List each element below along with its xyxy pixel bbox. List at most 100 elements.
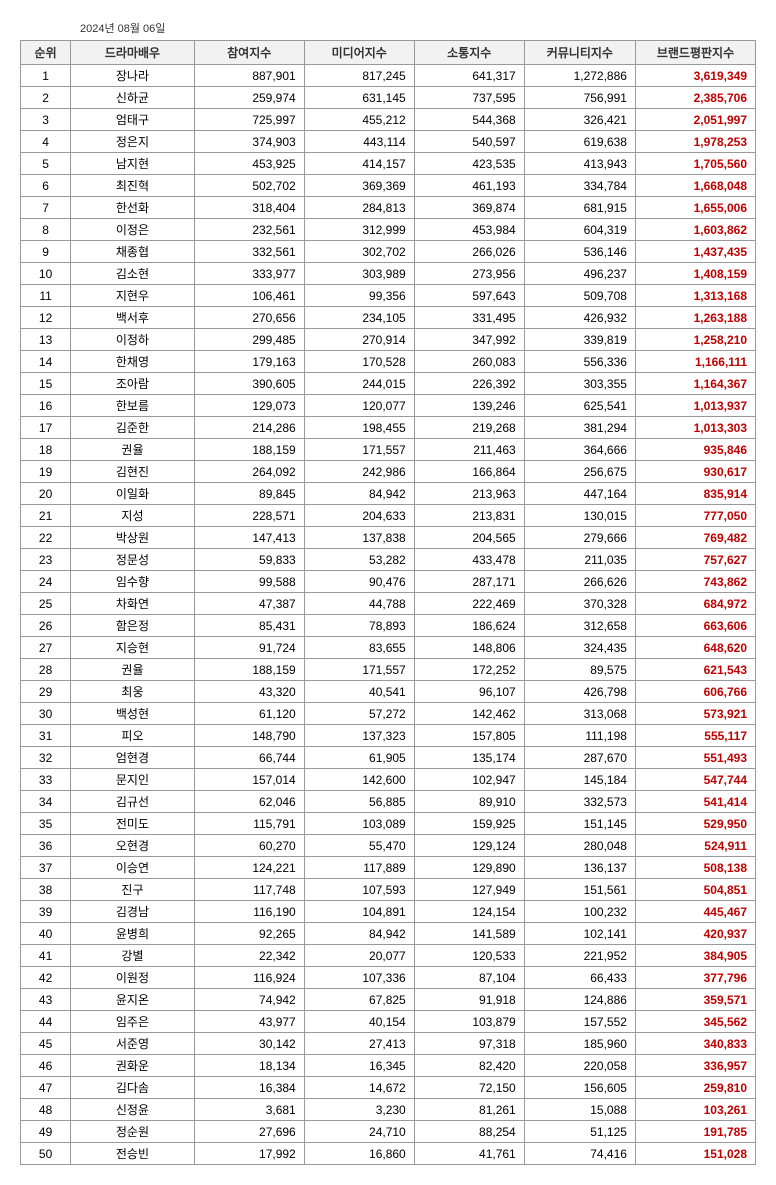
cell-comm: 213,963: [414, 483, 524, 505]
table-row: 7한선화318,404284,813369,874681,9151,655,00…: [21, 197, 756, 219]
cell-name: 김소현: [71, 263, 195, 285]
table-row: 8이정은232,561312,999453,984604,3191,603,86…: [21, 219, 756, 241]
table-row: 34김규선62,04656,88589,910332,573541,414: [21, 791, 756, 813]
cell-brand: 1,258,210: [635, 329, 755, 351]
cell-community: 1,272,886: [524, 65, 635, 87]
cell-participation: 89,845: [194, 483, 304, 505]
cell-name: 윤지온: [71, 989, 195, 1011]
cell-name: 오현경: [71, 835, 195, 857]
cell-media: 104,891: [304, 901, 414, 923]
cell-media: 369,369: [304, 175, 414, 197]
table-row: 45서준영30,14227,41397,318185,960340,833: [21, 1033, 756, 1055]
cell-participation: 179,163: [194, 351, 304, 373]
cell-community: 256,675: [524, 461, 635, 483]
cell-brand: 2,051,997: [635, 109, 755, 131]
cell-name: 조아람: [71, 373, 195, 395]
cell-rank: 13: [21, 329, 71, 351]
cell-brand: 259,810: [635, 1077, 755, 1099]
cell-rank: 5: [21, 153, 71, 175]
cell-community: 370,328: [524, 593, 635, 615]
cell-brand: 1,655,006: [635, 197, 755, 219]
cell-name: 김준한: [71, 417, 195, 439]
cell-community: 339,819: [524, 329, 635, 351]
cell-name: 엄태구: [71, 109, 195, 131]
cell-comm: 461,193: [414, 175, 524, 197]
cell-community: 556,336: [524, 351, 635, 373]
cell-rank: 12: [21, 307, 71, 329]
cell-comm: 139,246: [414, 395, 524, 417]
table-row: 24임수향99,58890,476287,171266,626743,862: [21, 571, 756, 593]
cell-brand: 345,562: [635, 1011, 755, 1033]
cell-community: 221,952: [524, 945, 635, 967]
cell-comm: 129,124: [414, 835, 524, 857]
cell-brand: 930,617: [635, 461, 755, 483]
header-media: 미디어지수: [304, 41, 414, 65]
cell-brand: 445,467: [635, 901, 755, 923]
cell-comm: 331,495: [414, 307, 524, 329]
cell-media: 67,825: [304, 989, 414, 1011]
cell-participation: 725,997: [194, 109, 304, 131]
cell-community: 15,088: [524, 1099, 635, 1121]
cell-name: 박상원: [71, 527, 195, 549]
cell-community: 332,573: [524, 791, 635, 813]
cell-community: 313,068: [524, 703, 635, 725]
table-row: 15조아람390,605244,015226,392303,3551,164,3…: [21, 373, 756, 395]
cell-participation: 17,992: [194, 1143, 304, 1165]
cell-media: 27,413: [304, 1033, 414, 1055]
cell-participation: 390,605: [194, 373, 304, 395]
table-row: 44임주은43,97740,154103,879157,552345,562: [21, 1011, 756, 1033]
cell-comm: 219,268: [414, 417, 524, 439]
cell-brand: 757,627: [635, 549, 755, 571]
cell-name: 정순원: [71, 1121, 195, 1143]
table-row: 14한채영179,163170,528260,083556,3361,166,1…: [21, 351, 756, 373]
cell-participation: 228,571: [194, 505, 304, 527]
cell-media: 312,999: [304, 219, 414, 241]
cell-comm: 166,864: [414, 461, 524, 483]
cell-comm: 260,083: [414, 351, 524, 373]
cell-rank: 7: [21, 197, 71, 219]
cell-name: 이일화: [71, 483, 195, 505]
cell-community: 266,626: [524, 571, 635, 593]
cell-participation: 66,744: [194, 747, 304, 769]
cell-community: 130,015: [524, 505, 635, 527]
cell-participation: 3,681: [194, 1099, 304, 1121]
cell-brand: 555,117: [635, 725, 755, 747]
cell-participation: 60,270: [194, 835, 304, 857]
cell-community: 426,932: [524, 307, 635, 329]
cell-name: 엄현경: [71, 747, 195, 769]
cell-community: 102,141: [524, 923, 635, 945]
cell-rank: 42: [21, 967, 71, 989]
cell-rank: 34: [21, 791, 71, 813]
table-row: 42이원정116,924107,33687,10466,433377,796: [21, 967, 756, 989]
cell-comm: 186,624: [414, 615, 524, 637]
cell-participation: 22,342: [194, 945, 304, 967]
cell-brand: 504,851: [635, 879, 755, 901]
cell-participation: 318,404: [194, 197, 304, 219]
table-row: 29최웅43,32040,54196,107426,798606,766: [21, 681, 756, 703]
cell-media: 234,105: [304, 307, 414, 329]
table-row: 27지승현91,72483,655148,806324,435648,620: [21, 637, 756, 659]
cell-rank: 32: [21, 747, 71, 769]
table-row: 50전승빈17,99216,86041,76174,416151,028: [21, 1143, 756, 1165]
table-row: 20이일화89,84584,942213,963447,164835,914: [21, 483, 756, 505]
cell-rank: 47: [21, 1077, 71, 1099]
ranking-table: 순위 드라마배우 참여지수 미디어지수 소통지수 커뮤니티지수 브랜드평판지수 …: [20, 40, 756, 1165]
cell-brand: 1,166,111: [635, 351, 755, 373]
cell-participation: 85,431: [194, 615, 304, 637]
cell-community: 156,605: [524, 1077, 635, 1099]
cell-media: 14,672: [304, 1077, 414, 1099]
table-row: 36오현경60,27055,470129,124280,048524,911: [21, 835, 756, 857]
cell-brand: 151,028: [635, 1143, 755, 1165]
cell-name: 피오: [71, 725, 195, 747]
cell-comm: 81,261: [414, 1099, 524, 1121]
cell-name: 김경남: [71, 901, 195, 923]
date-label: 2024년 08월 06일: [80, 20, 756, 36]
cell-rank: 2: [21, 87, 71, 109]
cell-name: 임주은: [71, 1011, 195, 1033]
cell-brand: 191,785: [635, 1121, 755, 1143]
cell-participation: 106,461: [194, 285, 304, 307]
cell-media: 24,710: [304, 1121, 414, 1143]
cell-community: 681,915: [524, 197, 635, 219]
cell-community: 381,294: [524, 417, 635, 439]
cell-media: 137,323: [304, 725, 414, 747]
